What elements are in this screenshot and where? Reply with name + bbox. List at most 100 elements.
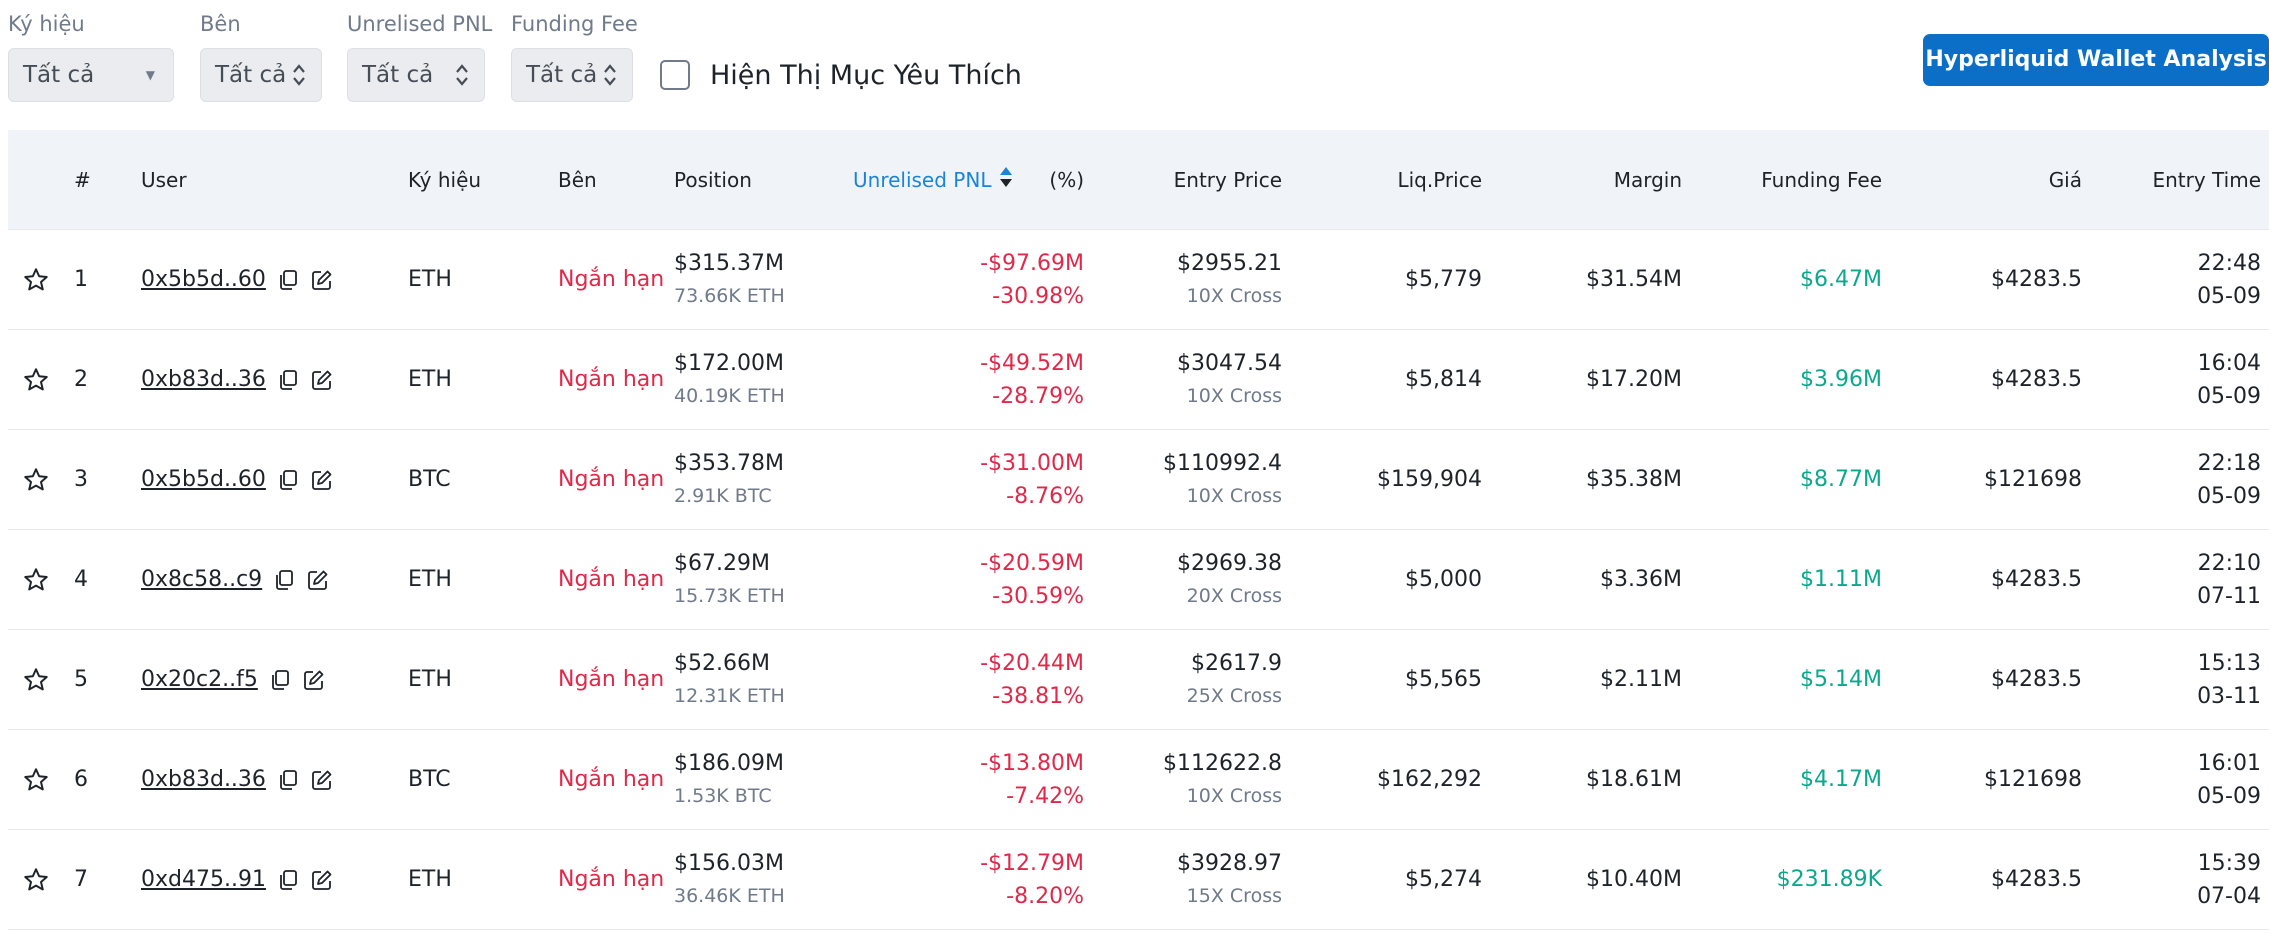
entry-date: 07-11 [2197, 583, 2261, 609]
table-row[interactable]: 5 0x20c2..f5 ETH Ngắn hạn $52.66M 12.31K ETH -… [8, 630, 2269, 730]
sort-updown-icon [602, 61, 618, 89]
table-row[interactable]: 2 0xb83d..36 ETH Ngắn hạn $172.00M 40.19K ETH… [8, 330, 2269, 430]
user-address-link[interactable]: 0xb83d..36 [141, 367, 266, 392]
funding-select[interactable]: Tất cả [511, 48, 633, 102]
edit-icon[interactable] [310, 468, 334, 492]
entry-price: $112622.8 [1163, 750, 1282, 776]
star-icon[interactable] [22, 866, 50, 894]
col-pnl-label: Unrelised PNL [853, 167, 992, 192]
unrealised-pnl: -$13.80M [980, 750, 1084, 776]
user-address-link[interactable]: 0x5b5d..60 [141, 467, 266, 492]
funding-fee: $8.77M [1800, 467, 1882, 492]
position-value: $172.00M [674, 350, 784, 376]
position-size: 12.31K ETH [674, 684, 785, 707]
entry-time: 15:39 [2197, 850, 2261, 876]
col-position: Position [674, 167, 752, 192]
table-row[interactable]: 6 0xb83d..36 BTC Ngắn hạn $186.09M 1.53K BTC -… [8, 730, 2269, 830]
margin: $2.11M [1600, 667, 1682, 692]
favorites-checkbox[interactable] [660, 60, 690, 90]
star-icon[interactable] [22, 766, 50, 794]
symbol: ETH [408, 667, 452, 692]
entry-time: 22:18 [2197, 450, 2261, 476]
position-size: 1.53K BTC [674, 784, 772, 807]
col-pct: (%) [1049, 167, 1084, 192]
star-icon[interactable] [22, 666, 50, 694]
entry-price: $2969.38 [1177, 550, 1282, 576]
entry-price: $3047.54 [1177, 350, 1282, 376]
col-pnl-sort[interactable]: Unrelised PNL [853, 130, 1013, 229]
symbol: ETH [408, 867, 452, 892]
star-icon[interactable] [22, 266, 50, 294]
leverage: 10X Cross [1186, 784, 1282, 807]
position-value: $67.29M [674, 550, 770, 576]
copy-icon[interactable] [276, 468, 300, 492]
star-icon[interactable] [22, 566, 50, 594]
unrealised-pnl: -$20.59M [980, 550, 1084, 576]
unrealised-pnl: -$20.44M [980, 650, 1084, 676]
edit-icon[interactable] [310, 268, 334, 292]
funding-select-value: Tất cả [526, 62, 598, 88]
col-user: User [141, 167, 187, 192]
user-address-link[interactable]: 0xb83d..36 [141, 767, 266, 792]
hyperliquid-wallet-analysis-button[interactable]: Hyperliquid Wallet Analysis [1923, 34, 2269, 86]
table-body: 1 0x5b5d..60 ETH Ngắn hạn $315.37M 73.66K ETH… [8, 230, 2269, 930]
user-address-link[interactable]: 0x20c2..f5 [141, 667, 258, 692]
user-address-link[interactable]: 0x8c58..c9 [141, 567, 263, 592]
pnl-percent: -8.76% [1006, 483, 1084, 509]
copy-icon[interactable] [276, 368, 300, 392]
filter-side-label: Bên [200, 12, 241, 36]
star-icon[interactable] [22, 466, 50, 494]
table-row[interactable]: 1 0x5b5d..60 ETH Ngắn hạn $315.37M 73.66K ETH… [8, 230, 2269, 330]
copy-icon[interactable] [276, 868, 300, 892]
leverage: 20X Cross [1186, 584, 1282, 607]
filter-pnl: Unrelised PNL Tất cả [347, 10, 492, 102]
table-row[interactable]: 3 0x5b5d..60 BTC Ngắn hạn $353.78M 2.91K BTC -… [8, 430, 2269, 530]
copy-icon[interactable] [276, 768, 300, 792]
copy-icon[interactable] [272, 568, 296, 592]
leverage: 10X Cross [1186, 284, 1282, 307]
edit-icon[interactable] [310, 868, 334, 892]
caret-down-icon: ▼ [145, 68, 155, 82]
side-badge: Ngắn hạn [558, 267, 665, 292]
mark-price: $4283.5 [1991, 667, 2082, 692]
filter-side: Bên Tất cả [200, 10, 322, 102]
filter-bar: Ký hiệu Tất cả ▼ Bên Tất cả Unrelised PN… [0, 0, 2269, 128]
symbol-select[interactable]: Tất cả ▼ [8, 48, 174, 102]
edit-icon[interactable] [310, 768, 334, 792]
user-address-link[interactable]: 0x5b5d..60 [141, 267, 266, 292]
favorites-toggle[interactable]: Hiện Thị Mục Yêu Thích [660, 58, 1022, 92]
col-margin: Margin [1613, 167, 1682, 192]
pnl-select[interactable]: Tất cả [347, 48, 485, 102]
entry-price: $3928.97 [1177, 850, 1282, 876]
star-icon[interactable] [22, 366, 50, 394]
edit-icon[interactable] [310, 368, 334, 392]
liq-price: $162,292 [1377, 767, 1482, 792]
table-header: # User Ký hiệu Bên Position Unrelised PN… [8, 130, 2269, 230]
liq-price: $5,565 [1405, 667, 1482, 692]
funding-fee: $6.47M [1800, 267, 1882, 292]
unrealised-pnl: -$97.69M [980, 250, 1084, 276]
entry-time: 16:01 [2197, 750, 2261, 776]
sort-icon [999, 165, 1013, 194]
liq-price: $5,814 [1405, 367, 1482, 392]
side-badge: Ngắn hạn [558, 367, 665, 392]
entry-date: 05-09 [2197, 283, 2261, 309]
copy-icon[interactable] [268, 668, 292, 692]
side-select[interactable]: Tất cả [200, 48, 322, 102]
position-value: $315.37M [674, 250, 784, 276]
row-index: 7 [74, 867, 88, 892]
funding-fee: $3.96M [1800, 367, 1882, 392]
edit-icon[interactable] [302, 668, 326, 692]
position-value: $353.78M [674, 450, 784, 476]
table-row[interactable]: 4 0x8c58..c9 ETH Ngắn hạn $67.29M 15.73K ETH -… [8, 530, 2269, 630]
user-address-link[interactable]: 0xd475..91 [141, 867, 266, 892]
mark-price: $121698 [1984, 767, 2082, 792]
edit-icon[interactable] [306, 568, 330, 592]
side-select-value: Tất cả [215, 62, 287, 88]
row-index: 6 [74, 767, 88, 792]
filter-symbol: Ký hiệu Tất cả ▼ [8, 10, 174, 102]
margin: $17.20M [1586, 367, 1682, 392]
entry-date: 05-09 [2197, 783, 2261, 809]
copy-icon[interactable] [276, 268, 300, 292]
table-row[interactable]: 7 0xd475..91 ETH Ngắn hạn $156.03M 36.46K ETH… [8, 830, 2269, 930]
